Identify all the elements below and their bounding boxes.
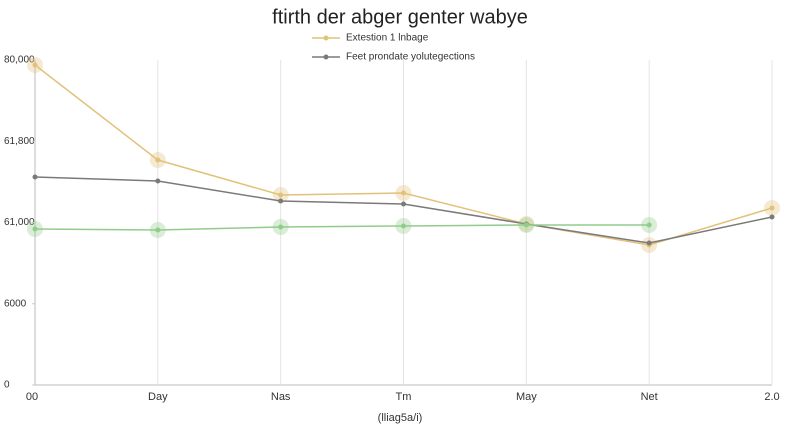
x-axis-label: (lliag5a/i) <box>378 412 423 424</box>
marker <box>32 226 38 232</box>
marker <box>401 223 406 229</box>
y-tick-label: 61,800 <box>4 136 35 147</box>
legend-marker <box>323 35 329 41</box>
marker <box>278 198 284 204</box>
legend-label: Extestion 1 lnbage <box>346 33 429 44</box>
y-tick-label: 6000 <box>4 298 27 309</box>
marker <box>523 222 529 228</box>
marker <box>155 157 161 163</box>
marker <box>155 227 161 233</box>
marker <box>278 192 284 198</box>
x-tick-label: Day <box>148 391 168 403</box>
x-tick-label: May <box>516 391 537 403</box>
y-tick-label: 0 <box>4 380 10 391</box>
marker <box>278 224 284 230</box>
marker <box>401 190 406 196</box>
marker <box>155 178 161 184</box>
legend-label: Feet prondate yolutegections <box>346 52 475 63</box>
y-tick-label: 61,000 <box>4 217 35 228</box>
x-tick-label: 2.0 <box>764 391 779 403</box>
marker <box>646 222 652 228</box>
x-tick-label: Nas <box>271 391 291 403</box>
legend-marker <box>323 54 329 60</box>
marker <box>32 174 38 180</box>
y-tick-label: 80,000 <box>4 55 35 66</box>
x-tick-label: Tm <box>396 391 412 403</box>
marker <box>769 214 775 220</box>
marker <box>646 240 652 246</box>
marker <box>401 201 406 207</box>
x-tick-label: 00 <box>26 391 38 403</box>
marker <box>769 205 775 211</box>
marker <box>32 62 38 68</box>
chart-title: ftirth der abger genter wabye <box>272 6 528 28</box>
x-tick-label: Net <box>641 391 658 403</box>
series-line <box>34 224 650 231</box>
